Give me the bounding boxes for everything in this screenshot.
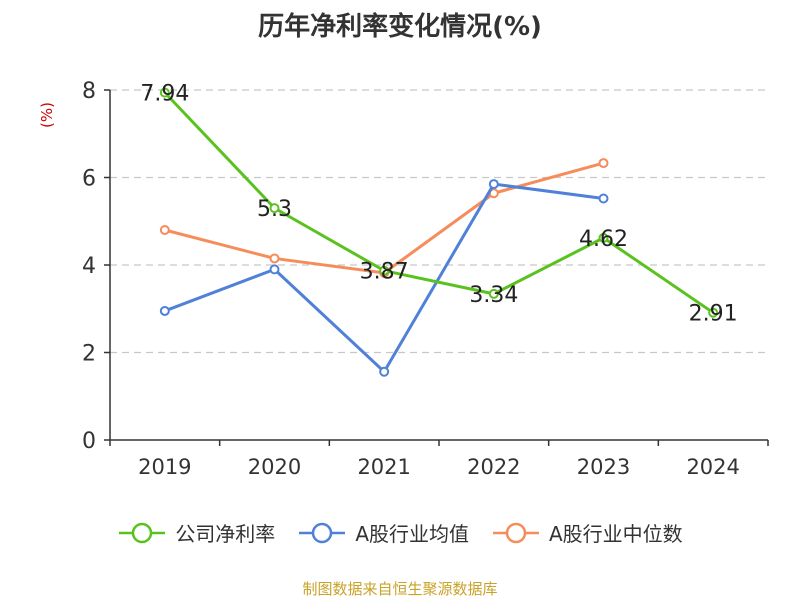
x-tick-label-2021: 2021	[357, 455, 410, 479]
y-tick-label-8: 8	[82, 79, 96, 104]
series-2-point-2023	[598, 158, 609, 169]
series-0-point-2021	[379, 265, 390, 276]
chart-legend: 公司净利率 A股行业均值 A股行业中位数	[0, 518, 800, 547]
data-label-2019: 7.94	[140, 82, 189, 107]
series-line-2	[164, 161, 604, 275]
data-source-note: 制图数据来自恒生聚源数据库	[302, 580, 498, 598]
series-2-point-2019	[159, 225, 170, 235]
legend-item-industry-median[interactable]: A股行业中位数	[491, 518, 683, 547]
series-0-point-2020	[269, 203, 280, 214]
y-tick-label-2: 2	[82, 342, 96, 367]
series-0-point-2023	[598, 232, 609, 243]
legend-swatch-company	[119, 522, 166, 543]
legend-item-industry-mean[interactable]: A股行业均值	[297, 518, 469, 547]
series-line-0	[163, 91, 715, 314]
data-label-2024: 2.91	[689, 302, 738, 327]
x-tick-label-2023: 2023	[577, 455, 630, 479]
series-1-point-2019	[159, 305, 170, 316]
y-tick-label-4: 4	[82, 254, 96, 279]
chart-title: 历年净利率变化情况(%)	[258, 12, 542, 42]
legend-item-company[interactable]: 公司净利率	[117, 518, 275, 547]
legend-label-industry-median: A股行业中位数	[549, 522, 683, 546]
legend-swatch-industry-mean	[299, 522, 346, 543]
y-tick-label-0: 0	[82, 429, 96, 454]
x-tick-label-2020: 2020	[248, 455, 301, 479]
y-tick-label-6: 6	[82, 167, 96, 192]
series-1-point-2021	[379, 366, 390, 377]
series-0-point-2019	[159, 87, 170, 98]
legend-label-industry-mean: A股行业均值	[355, 522, 469, 546]
legend-label-company: 公司净利率	[175, 522, 276, 546]
series-0-point-2024	[708, 307, 719, 318]
legend-swatch-industry-median	[493, 522, 539, 543]
data-label-2023: 4.62	[579, 227, 628, 252]
series-1-point-2022	[488, 179, 499, 190]
series-1-point-2020	[269, 264, 280, 275]
series-0-point-2022	[488, 288, 499, 299]
x-tick-label-2024: 2024	[686, 455, 739, 479]
data-label-2022: 3.34	[469, 283, 518, 308]
series-1-point-2023	[598, 193, 609, 204]
data-label-2020: 5.3	[257, 197, 292, 222]
data-label-2021: 3.87	[360, 260, 409, 285]
series-2-point-2020	[269, 253, 280, 264]
x-tick-label-2019: 2019	[138, 455, 191, 479]
x-tick-label-2022: 2022	[467, 455, 520, 479]
